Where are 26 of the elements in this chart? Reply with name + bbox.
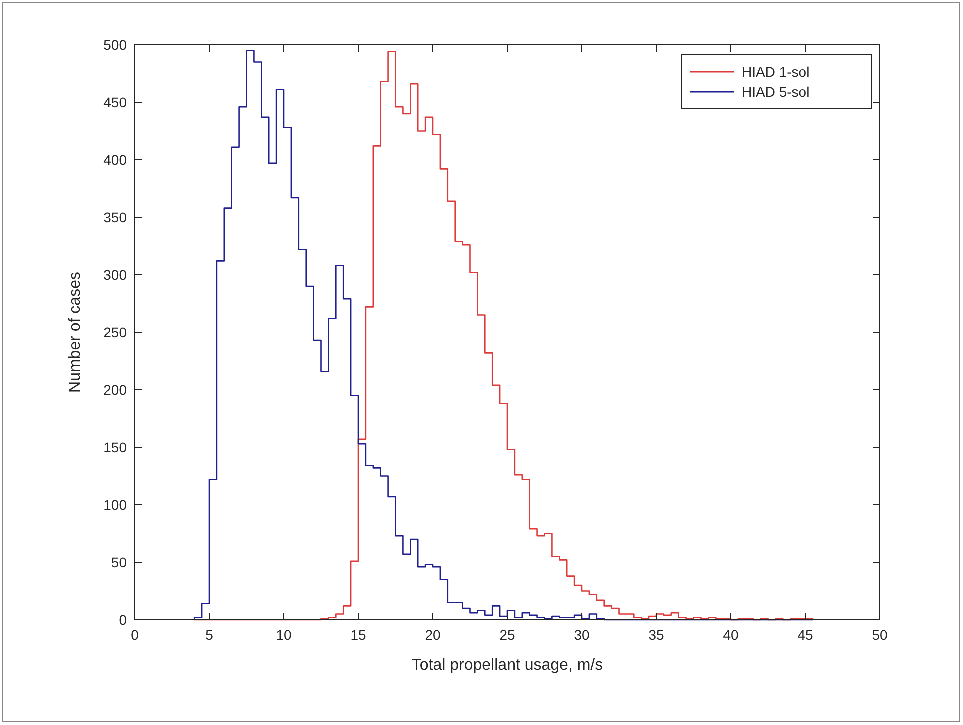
y-tick-label: 500 bbox=[104, 36, 128, 53]
y-tick-label: 200 bbox=[104, 382, 128, 398]
x-tick-label: 15 bbox=[350, 627, 366, 643]
y-tick-label: 300 bbox=[104, 266, 128, 283]
y-tick-label: 50 bbox=[111, 554, 128, 570]
legend-label: HIAD 1-sol bbox=[742, 64, 810, 80]
x-tick-label: 5 bbox=[206, 627, 214, 643]
legend-label: HIAD 5-sol bbox=[742, 84, 810, 100]
y-axis-title: Number of cases bbox=[67, 272, 84, 393]
x-tick-label: 50 bbox=[872, 627, 888, 643]
y-tick-label: 400 bbox=[104, 152, 128, 168]
x-tick-label: 45 bbox=[798, 627, 814, 643]
y-tick-label: 150 bbox=[104, 439, 128, 456]
y-tick-label: 350 bbox=[104, 209, 128, 226]
y-tick-label: 250 bbox=[104, 324, 128, 340]
x-tick-label: 0 bbox=[131, 627, 140, 643]
x-axis-title: Total propellant usage, m/s bbox=[412, 657, 604, 674]
x-tick-label: 20 bbox=[425, 627, 441, 643]
y-tick-label: 0 bbox=[119, 612, 128, 628]
x-tick-label: 35 bbox=[648, 627, 664, 643]
y-tick-label: 100 bbox=[104, 496, 128, 513]
x-tick-label: 30 bbox=[574, 627, 590, 643]
x-tick-label: 25 bbox=[500, 627, 516, 643]
x-tick-label: 10 bbox=[276, 627, 292, 643]
y-tick-label: 450 bbox=[104, 94, 128, 110]
x-tick-label: 40 bbox=[723, 627, 739, 643]
